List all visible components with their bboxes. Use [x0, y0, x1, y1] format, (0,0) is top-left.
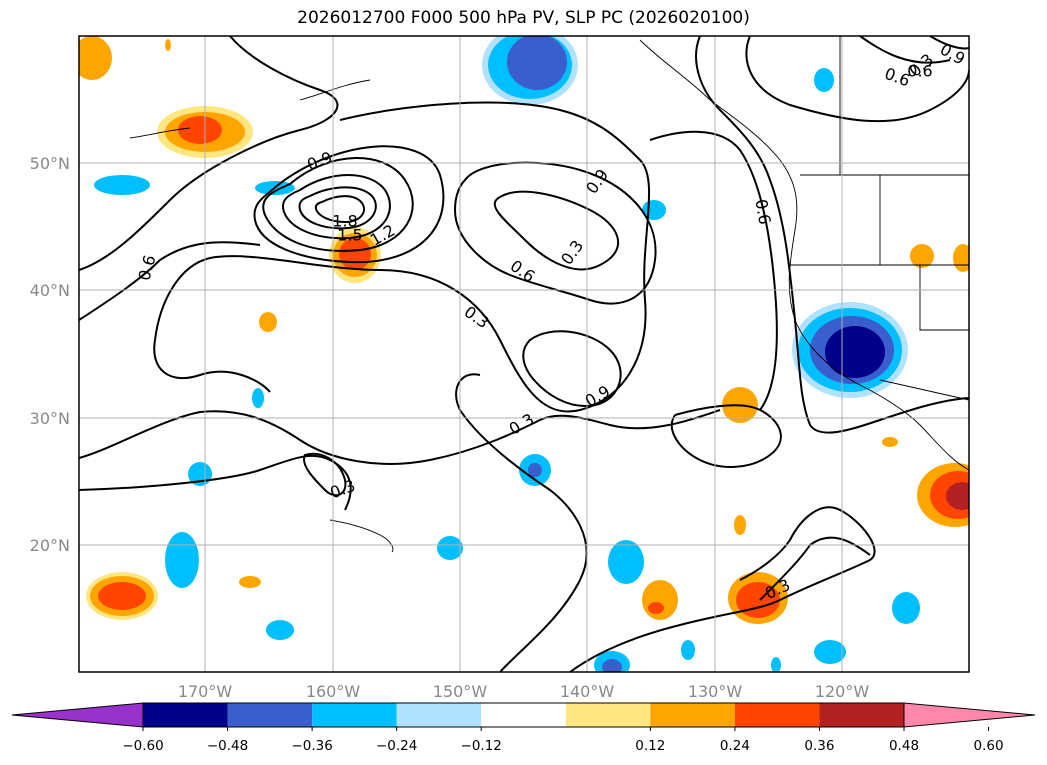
contour-label: 0.6: [907, 62, 932, 81]
pv-positive-area: [165, 39, 171, 51]
longitude-tick-label: 150°W: [433, 682, 488, 701]
pv-negative-area: [528, 463, 542, 477]
pv-positive-area: [953, 244, 969, 272]
pv-positive-area: [178, 116, 222, 144]
colorbar: −0.60 −0.48 −0.36 −0.24 −0.12 0.12 0.24 0.36 0.4…: [11, 702, 1036, 754]
colorbar-tick-label: 0.60: [974, 738, 1004, 754]
contour-line: [303, 452, 347, 497]
pv-negative-area: [252, 388, 264, 408]
pv-positive-area: [910, 244, 934, 268]
colorbar-tick-label: 0.36: [804, 738, 834, 754]
pv-negative-area: [892, 592, 920, 624]
colorbar-tick-label: −0.12: [461, 738, 502, 754]
latitude-tick-label: 50°N: [30, 154, 70, 173]
pv-positive-area: [259, 312, 277, 332]
pv-negative-area: [602, 659, 622, 672]
contour-line: [262, 157, 414, 252]
contour-line: [79, 241, 261, 321]
colorbar-tick-label: 0.48: [889, 738, 919, 754]
latitude-labels: 50°N 40°N 30°N 20°N: [30, 154, 70, 555]
contour-label: 1.8: [332, 212, 357, 231]
pv-negative-area: [165, 532, 199, 588]
contour-line: [79, 454, 352, 511]
pv-shading: [79, 36, 969, 672]
longitude-tick-label: 140°W: [560, 682, 615, 701]
longitude-tick-label: 170°W: [178, 682, 233, 701]
contour-line: [569, 506, 876, 672]
slp-contours: [79, 36, 969, 672]
pv-negative-area: [771, 657, 781, 672]
pv-negative-area: [94, 175, 150, 195]
contour-line: [79, 409, 721, 465]
coastline-aleutians: [129, 127, 191, 139]
border-state-lines: [790, 36, 969, 331]
colorbar-tick-label: 0.12: [635, 738, 665, 754]
pv-negative-area: [608, 540, 644, 584]
pv-positive-area: [882, 437, 898, 447]
contour-line: [298, 186, 377, 230]
colorbar-swatch: [650, 703, 735, 727]
colorbar-outline: [142, 702, 905, 728]
pv-negative-area: [507, 36, 567, 90]
colorbar-swatch: [565, 703, 651, 727]
contour-line: [79, 36, 339, 271]
colorbar-extend-low: [11, 702, 144, 728]
colorbar-tick-label: −0.36: [291, 738, 332, 754]
pv-positive-area: [98, 582, 146, 610]
contour-line: [745, 36, 969, 123]
contour-label: 0.6: [751, 198, 774, 226]
map-gridlines: [79, 36, 969, 672]
colorbar-tick-label: −0.24: [376, 738, 417, 754]
contour-line: [929, 36, 969, 50]
chart-title: 2026012700 F000 500 hPa PV, SLP PC (2026…: [297, 8, 750, 28]
pv-negative-area: [266, 620, 294, 640]
coastline-hawaii: [329, 519, 394, 553]
colorbar-tick-label: −0.48: [207, 738, 248, 754]
pv-positive-area: [648, 602, 664, 614]
map-frame: [78, 35, 970, 673]
coastline-alaska-peninsula: [299, 79, 371, 101]
pv-negative-area: [437, 536, 463, 560]
colorbar-tick-label: 0.24: [720, 738, 750, 754]
longitude-tick-label: 130°W: [688, 682, 743, 701]
pv-positive-area: [642, 580, 678, 620]
colorbar-swatch: [312, 703, 397, 727]
colorbar-swatch: [481, 703, 566, 727]
contour-line: [153, 101, 651, 413]
contour-line: [453, 161, 657, 305]
contour-line: [493, 190, 620, 271]
contour-line: [314, 195, 365, 224]
border-us-mexico: [879, 379, 969, 401]
colorbar-tick-label: −0.60: [122, 738, 163, 754]
pv-positive-area: [946, 482, 969, 510]
contour-line: [670, 404, 782, 468]
latitude-tick-label: 20°N: [30, 536, 70, 555]
colorbar-swatch: [819, 703, 904, 727]
contour-label: 1.5: [337, 226, 362, 245]
longitude-tick-label: 160°W: [306, 682, 361, 701]
contour-line: [649, 130, 778, 411]
pv-positive-area: [79, 36, 112, 80]
pv-negative-area: [814, 640, 846, 664]
colorbar-extend-high: [903, 702, 1036, 728]
pv-positive-area: [239, 576, 261, 588]
pv-negative-area: [814, 68, 834, 92]
colorbar-swatch: [143, 703, 228, 727]
latitude-tick-label: 40°N: [30, 281, 70, 300]
contour-line: [522, 330, 622, 407]
contour-line: [282, 174, 391, 240]
colorbar-swatch: [227, 703, 313, 727]
pv-negative-area: [825, 326, 885, 378]
contour-line: [253, 145, 445, 264]
pv-positive-area: [734, 515, 746, 535]
longitude-tick-label: 120°W: [815, 682, 870, 701]
contour-line: [455, 373, 588, 672]
contour-line: [859, 36, 951, 64]
pv-negative-area: [681, 640, 695, 660]
colorbar-swatch: [396, 703, 482, 727]
longitude-labels: 170°W 160°W 150°W 140°W 130°W 120°W: [178, 682, 870, 701]
colorbar-swatch: [734, 703, 820, 727]
latitude-tick-label: 30°N: [30, 409, 70, 428]
